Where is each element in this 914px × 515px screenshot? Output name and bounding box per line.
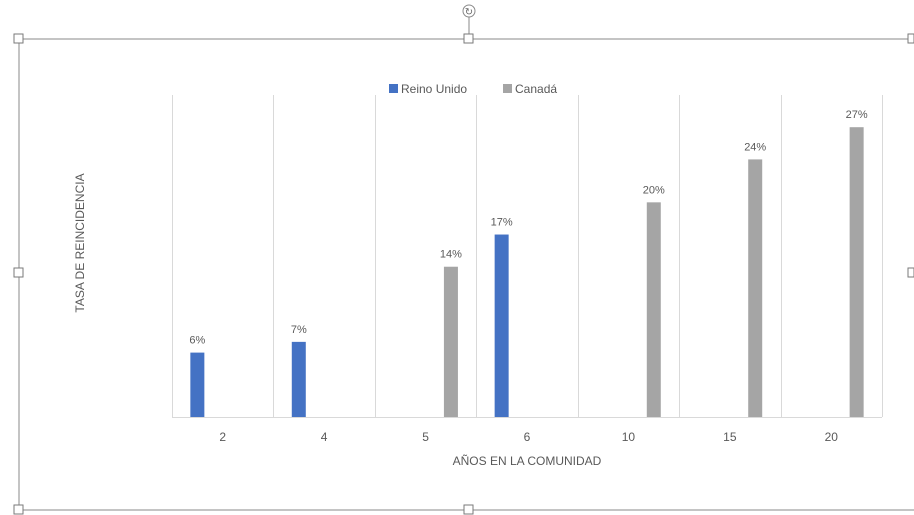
resize-handle-top-middle[interactable]: [463, 33, 474, 44]
rotate-handle-icon[interactable]: [462, 4, 476, 18]
legend-swatch-canada: [503, 84, 512, 93]
x-axis-title: AÑOS EN LA COMUNIDAD: [453, 454, 602, 468]
x-tick-label: 20: [825, 430, 839, 444]
resize-handle-top-left[interactable]: [13, 33, 24, 44]
resize-handle-bottom-middle[interactable]: [463, 504, 474, 515]
selection-frame[interactable]: ↻: [13, 4, 914, 515]
resize-handle-top-right[interactable]: [907, 33, 914, 44]
data-label: 14%: [440, 249, 462, 261]
x-tick-label: 15: [723, 430, 737, 444]
y-axis-title: TASA DE REINCIDENCIA: [73, 173, 87, 312]
legend: Reino Unido Canadá: [389, 82, 557, 96]
resize-handle-bottom-left[interactable]: [13, 504, 24, 515]
bar: [646, 202, 661, 417]
resize-handle-middle-left[interactable]: [13, 267, 24, 278]
bar: [443, 266, 458, 417]
bar: [494, 234, 509, 417]
x-tick-label: 6: [524, 430, 531, 444]
data-label: 24%: [744, 141, 766, 153]
x-tick-label: 5: [422, 430, 429, 444]
bar: [291, 341, 306, 417]
data-label: 6%: [189, 335, 205, 347]
x-tick-label: 2: [219, 430, 226, 444]
data-label: 20%: [643, 184, 665, 196]
legend-label-canada: Canadá: [515, 82, 557, 96]
resize-handle-middle-right[interactable]: [907, 267, 914, 278]
legend-swatch-reino-unido: [389, 84, 398, 93]
bar: [190, 352, 205, 417]
x-tick-label: 4: [321, 430, 328, 444]
rotate-handle-glyph: ↻: [465, 7, 473, 18]
data-label: 7%: [291, 324, 307, 336]
plot-area: 2 4 5 6 10 15 20 6% 7% 17% 14% 20% 24% 27%: [172, 95, 883, 444]
legend-label-reino-unido: Reino Unido: [401, 82, 467, 96]
data-label: 17%: [491, 217, 513, 229]
bar: [748, 159, 763, 417]
x-tick-label: 10: [622, 430, 636, 444]
data-label: 27%: [846, 109, 868, 121]
bar: [849, 127, 864, 417]
